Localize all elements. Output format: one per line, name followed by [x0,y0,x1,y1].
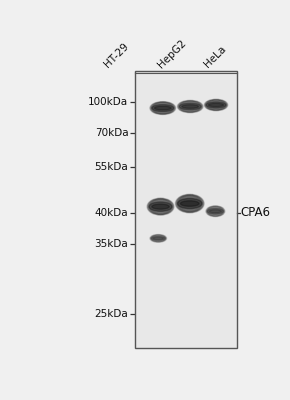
Ellipse shape [149,199,172,214]
Ellipse shape [151,236,166,240]
Ellipse shape [150,102,175,114]
Ellipse shape [206,100,226,110]
Ellipse shape [205,100,227,110]
Text: 40kDa: 40kDa [95,208,128,218]
Ellipse shape [205,100,227,110]
Text: 25kDa: 25kDa [95,310,128,320]
Ellipse shape [179,101,202,112]
Ellipse shape [206,100,226,110]
Ellipse shape [154,106,171,110]
Text: HepG2: HepG2 [156,37,188,70]
Ellipse shape [206,100,226,110]
Ellipse shape [147,198,174,215]
Ellipse shape [178,196,202,212]
Ellipse shape [176,195,203,212]
Ellipse shape [204,99,228,111]
Ellipse shape [175,194,204,213]
Ellipse shape [179,101,201,112]
Ellipse shape [148,198,173,215]
Ellipse shape [152,102,174,114]
Ellipse shape [151,235,166,242]
Ellipse shape [207,206,224,216]
Ellipse shape [177,195,202,212]
Text: HT-29: HT-29 [102,41,130,70]
Ellipse shape [150,234,167,242]
Ellipse shape [150,102,176,114]
Ellipse shape [179,103,201,110]
Ellipse shape [207,208,224,214]
Ellipse shape [207,206,224,216]
Text: CPA6: CPA6 [241,206,271,219]
Ellipse shape [206,206,224,216]
Ellipse shape [177,100,203,113]
Text: 100kDa: 100kDa [88,97,128,107]
Ellipse shape [206,206,225,217]
Ellipse shape [150,234,166,242]
Ellipse shape [178,101,202,112]
Ellipse shape [151,102,174,114]
Ellipse shape [152,204,169,209]
Ellipse shape [177,195,202,212]
Ellipse shape [150,199,171,214]
Text: HeLa: HeLa [202,44,228,70]
Ellipse shape [151,102,175,114]
Bar [135,71,238,348]
Bar [135,71,238,348]
Ellipse shape [152,102,173,114]
Ellipse shape [206,206,224,216]
Ellipse shape [178,100,203,112]
Ellipse shape [209,210,222,213]
Ellipse shape [152,104,174,112]
Text: 55kDa: 55kDa [95,162,128,172]
Ellipse shape [148,198,173,215]
Ellipse shape [177,198,202,209]
Text: 70kDa: 70kDa [95,128,128,138]
Ellipse shape [209,103,224,107]
Ellipse shape [153,237,164,240]
Ellipse shape [176,194,204,212]
Ellipse shape [149,202,172,211]
Ellipse shape [148,199,173,214]
Ellipse shape [151,235,166,242]
Ellipse shape [180,201,199,206]
Ellipse shape [182,105,199,108]
Text: 35kDa: 35kDa [95,238,128,248]
Ellipse shape [206,102,226,108]
